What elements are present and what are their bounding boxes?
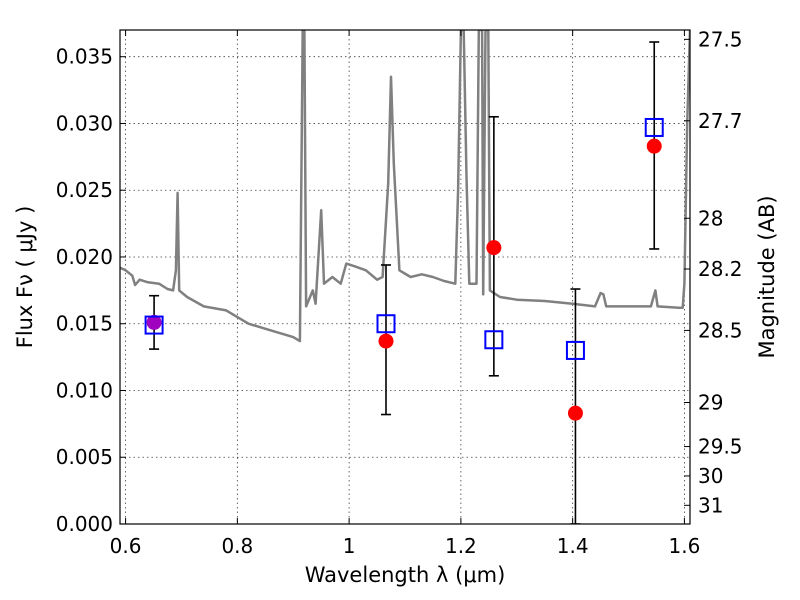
y2-tick-label: 30 — [698, 464, 723, 488]
y-tick-label: 0.030 — [56, 111, 113, 135]
plot-area — [120, 30, 690, 524]
y2-tick-label: 28.2 — [698, 257, 743, 281]
x-tick-label: 0.6 — [110, 534, 142, 558]
grid — [120, 30, 690, 524]
model-flux-square — [644, 117, 664, 137]
y2-axis-title: Magnitude (AB) — [755, 195, 779, 358]
observed-flux-point — [378, 333, 394, 349]
y2-tick-label: 27.7 — [698, 109, 743, 133]
observed-flux-point — [486, 240, 502, 256]
x-tick-label: 1 — [343, 534, 356, 558]
y2-tick-label: 27.5 — [698, 27, 743, 51]
y2-tick-label: 28.5 — [698, 318, 743, 342]
y2-tick-label: 31 — [698, 493, 723, 517]
x-tick-label: 1.2 — [445, 534, 477, 558]
observed-flux-point — [567, 405, 583, 421]
x-axis-title: Wavelength λ (μm) — [305, 563, 506, 587]
axes: 0.6 0.8 1 1.2 1.4 1.6 0.000 0.005 0.010 0.015 0.02… — [56, 27, 743, 558]
y-tick-label: 0.010 — [56, 378, 113, 402]
x-tick-label: 1.4 — [557, 534, 589, 558]
observed-flux-point — [146, 314, 162, 330]
model-flux-square — [144, 315, 164, 335]
y-tick-label: 0.005 — [56, 445, 113, 469]
y-axis-title: Flux Fν ( μJy ) — [13, 206, 37, 349]
model-flux-square — [376, 314, 396, 334]
spectrum-line — [120, 30, 690, 343]
y-tick-label: 0.025 — [56, 178, 113, 202]
model-flux-square — [484, 330, 504, 350]
model-flux-square — [565, 340, 585, 360]
y-tick-label: 0.000 — [56, 512, 113, 536]
y2-tick-label: 28 — [698, 206, 723, 230]
x-tick-label: 0.8 — [221, 534, 253, 558]
plot-frame — [119, 29, 691, 525]
y-tick-label: 0.035 — [56, 45, 113, 69]
x-tick-label: 1.6 — [669, 534, 701, 558]
observed-flux-point — [646, 138, 662, 154]
y2-tick-label: 29.5 — [698, 435, 743, 459]
y-tick-label: 0.020 — [56, 245, 113, 269]
y-tick-label: 0.015 — [56, 312, 113, 336]
y2-tick-label: 29 — [698, 391, 723, 415]
